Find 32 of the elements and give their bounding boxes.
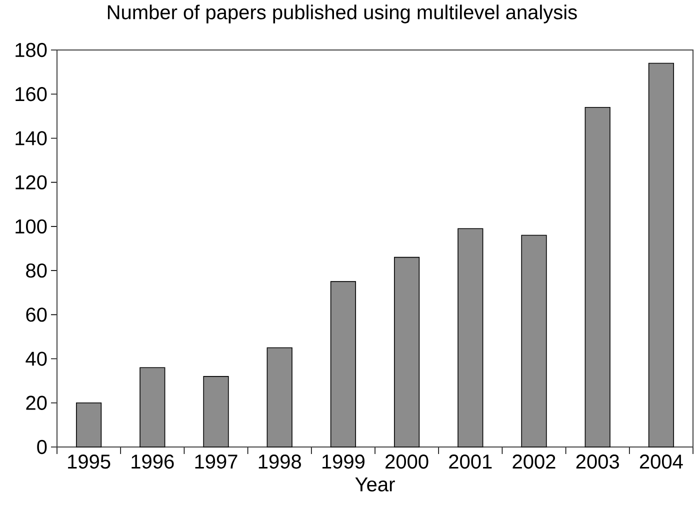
x-tick-label: 2003 [576, 454, 619, 469]
y-tick-label: 100 [16, 219, 47, 234]
chart-title: Number of papers published using multilevel analysis [108, 4, 577, 24]
bar [584, 106, 610, 448]
bar [648, 62, 674, 448]
bar [266, 347, 292, 448]
x-tick-label: 1998 [258, 454, 301, 469]
y-tick-label: 140 [16, 131, 47, 146]
y-tick-label: 120 [16, 175, 47, 190]
x-tick-label: 2001 [449, 454, 492, 469]
bar [76, 402, 102, 448]
bar [394, 256, 420, 448]
bar [203, 376, 229, 448]
x-tick-label: 2002 [512, 454, 556, 469]
x-tick-label: 1996 [132, 454, 174, 469]
x-axis-title: Year [355, 478, 395, 492]
x-tick-label: 2004 [640, 454, 683, 469]
y-tick-label: 160 [16, 87, 47, 102]
y-tick-label: 0 [37, 440, 47, 454]
y-tick-label: 20 [26, 396, 47, 410]
bar [330, 281, 356, 448]
y-tick-label: 80 [26, 263, 47, 278]
y-tick-label: 40 [26, 352, 47, 366]
x-tick-label: 1997 [195, 454, 238, 469]
x-tick-label: 1995 [68, 454, 110, 469]
x-tick-label: 2000 [386, 454, 428, 469]
y-tick-label: 180 [16, 42, 47, 58]
bar [521, 234, 547, 448]
x-tick-label: 1999 [322, 454, 364, 469]
bar [140, 367, 166, 448]
bar [458, 228, 484, 448]
y-tick-label: 60 [26, 308, 47, 322]
